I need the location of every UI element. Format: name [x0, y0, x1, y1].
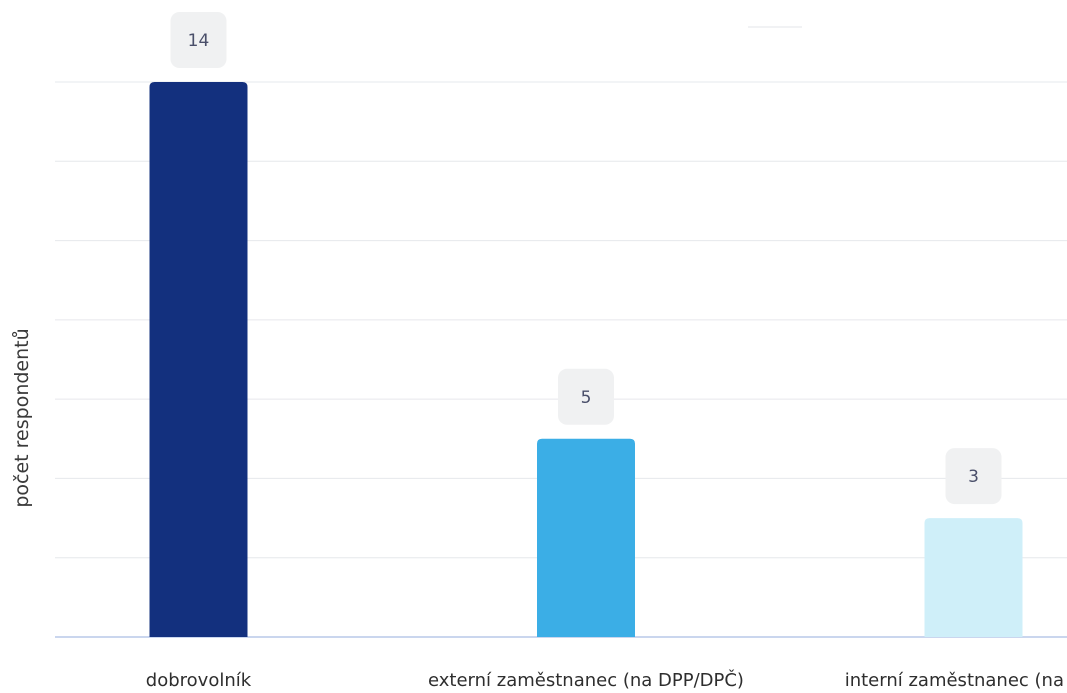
data-label-badge [945, 448, 1002, 505]
bars [149, 82, 1023, 637]
x-tick-label: interní zaměstnanec (na [845, 670, 1064, 689]
y-axis-label: počet respondentů [11, 328, 33, 508]
x-tick-labels: dobrovolník externí zaměstnanec (na DPP/D… [146, 669, 1064, 691]
bar [149, 82, 248, 637]
data-label: 14 [170, 12, 227, 68]
data-label-text: 14 [188, 31, 210, 51]
data-label-text: 5 [581, 388, 592, 408]
data-label-badge [170, 12, 227, 68]
data-labels: 14 5 3 [170, 12, 1002, 505]
data-label: 5 [558, 368, 614, 425]
data-label-text: 3 [968, 467, 979, 487]
bar [537, 438, 635, 637]
x-tick-label: dobrovolník [146, 670, 252, 689]
data-label: 3 [945, 448, 1002, 505]
data-label-badge [558, 368, 614, 425]
x-tick-label: externí zaměstnanec (na DPP/DPČ) [428, 669, 744, 689]
decorative-mark [748, 26, 802, 28]
bar [924, 518, 1023, 637]
